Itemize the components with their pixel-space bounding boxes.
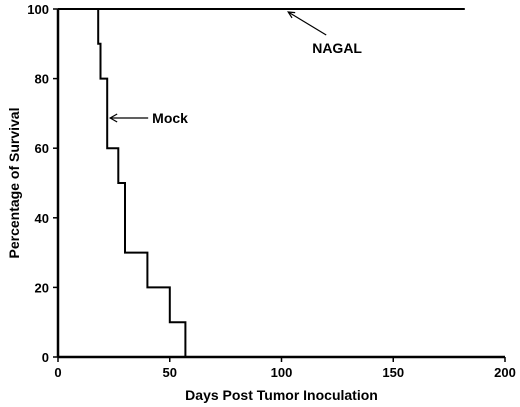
y-tick-label: 80 — [35, 72, 49, 87]
x-tick-label: 50 — [163, 365, 177, 380]
x-tick-label: 0 — [54, 365, 61, 380]
y-tick-label: 0 — [42, 350, 49, 365]
y-ticks: 0 20 40 60 80 100 — [27, 2, 58, 365]
y-tick-label: 40 — [35, 211, 49, 226]
series-label-nagal: NAGAL — [312, 40, 362, 56]
y-axis-title: Percentage of Survival — [6, 108, 22, 259]
x-tick-label: 200 — [494, 365, 516, 380]
series-label-mock: Mock — [152, 110, 188, 126]
series-group — [58, 8, 465, 357]
y-tick-label: 20 — [35, 280, 49, 295]
series-line-mock — [58, 8, 187, 357]
y-tick-label: 60 — [35, 141, 49, 156]
x-tick-label: 150 — [382, 365, 404, 380]
nagal-arrow — [287, 11, 327, 36]
annotations: NAGAL Mock — [108, 11, 362, 126]
nagal-arrow-head — [287, 11, 296, 19]
mock-arrow-head — [108, 113, 118, 123]
x-ticks: 0 50 100 150 200 — [54, 357, 516, 380]
x-axis-title: Days Post Tumor Inoculation — [185, 387, 378, 403]
y-tick-label: 100 — [27, 2, 49, 17]
x-tick-label: 100 — [271, 365, 293, 380]
